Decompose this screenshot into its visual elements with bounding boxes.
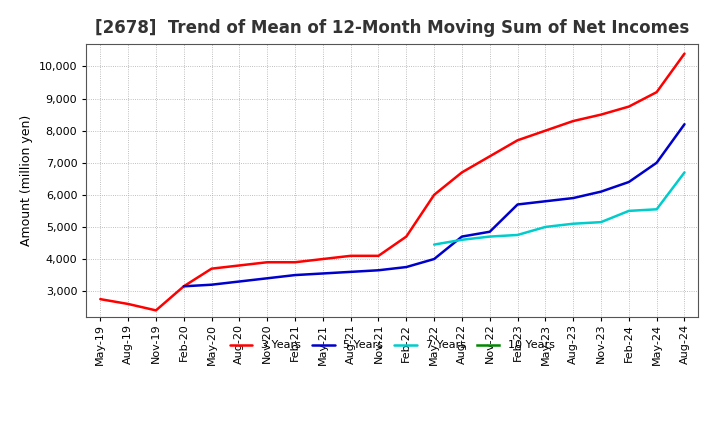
5 Years bbox=[179, 284, 188, 289]
Line: 7 Years: 7 Years bbox=[434, 172, 685, 245]
7 Years bbox=[513, 232, 522, 238]
3 Years bbox=[458, 170, 467, 175]
5 Years bbox=[235, 279, 243, 284]
3 Years bbox=[624, 104, 633, 109]
3 Years bbox=[291, 260, 300, 265]
7 Years bbox=[652, 207, 661, 212]
3 Years bbox=[485, 154, 494, 159]
3 Years bbox=[263, 260, 271, 265]
5 Years bbox=[207, 282, 216, 287]
3 Years bbox=[402, 234, 410, 239]
5 Years bbox=[458, 234, 467, 239]
Legend: 3 Years, 5 Years, 7 Years, 10 Years: 3 Years, 5 Years, 7 Years, 10 Years bbox=[226, 336, 559, 355]
5 Years bbox=[541, 198, 550, 204]
7 Years bbox=[541, 224, 550, 230]
3 Years bbox=[652, 89, 661, 95]
3 Years bbox=[541, 128, 550, 133]
7 Years bbox=[680, 170, 689, 175]
5 Years bbox=[485, 229, 494, 235]
3 Years bbox=[235, 263, 243, 268]
5 Years bbox=[318, 271, 327, 276]
5 Years bbox=[680, 121, 689, 127]
7 Years bbox=[624, 208, 633, 213]
Line: 3 Years: 3 Years bbox=[100, 54, 685, 310]
3 Years bbox=[124, 301, 132, 307]
5 Years bbox=[597, 189, 606, 194]
3 Years bbox=[430, 192, 438, 198]
5 Years bbox=[624, 180, 633, 185]
3 Years bbox=[152, 308, 161, 313]
3 Years bbox=[569, 118, 577, 124]
5 Years bbox=[513, 202, 522, 207]
7 Years bbox=[569, 221, 577, 226]
3 Years bbox=[207, 266, 216, 271]
7 Years bbox=[485, 234, 494, 239]
5 Years bbox=[569, 195, 577, 201]
5 Years bbox=[374, 268, 383, 273]
3 Years bbox=[680, 51, 689, 56]
3 Years bbox=[374, 253, 383, 258]
3 Years bbox=[96, 297, 104, 302]
3 Years bbox=[179, 284, 188, 289]
Title: [2678]  Trend of Mean of 12-Month Moving Sum of Net Incomes: [2678] Trend of Mean of 12-Month Moving … bbox=[95, 19, 690, 37]
Y-axis label: Amount (million yen): Amount (million yen) bbox=[20, 115, 33, 246]
7 Years bbox=[430, 242, 438, 247]
5 Years bbox=[263, 275, 271, 281]
3 Years bbox=[318, 257, 327, 262]
5 Years bbox=[346, 269, 355, 275]
7 Years bbox=[458, 237, 467, 242]
5 Years bbox=[652, 160, 661, 165]
5 Years bbox=[291, 272, 300, 278]
3 Years bbox=[346, 253, 355, 258]
3 Years bbox=[597, 112, 606, 117]
3 Years bbox=[513, 138, 522, 143]
5 Years bbox=[430, 257, 438, 262]
5 Years bbox=[402, 264, 410, 270]
Line: 5 Years: 5 Years bbox=[184, 124, 685, 286]
7 Years bbox=[597, 220, 606, 225]
